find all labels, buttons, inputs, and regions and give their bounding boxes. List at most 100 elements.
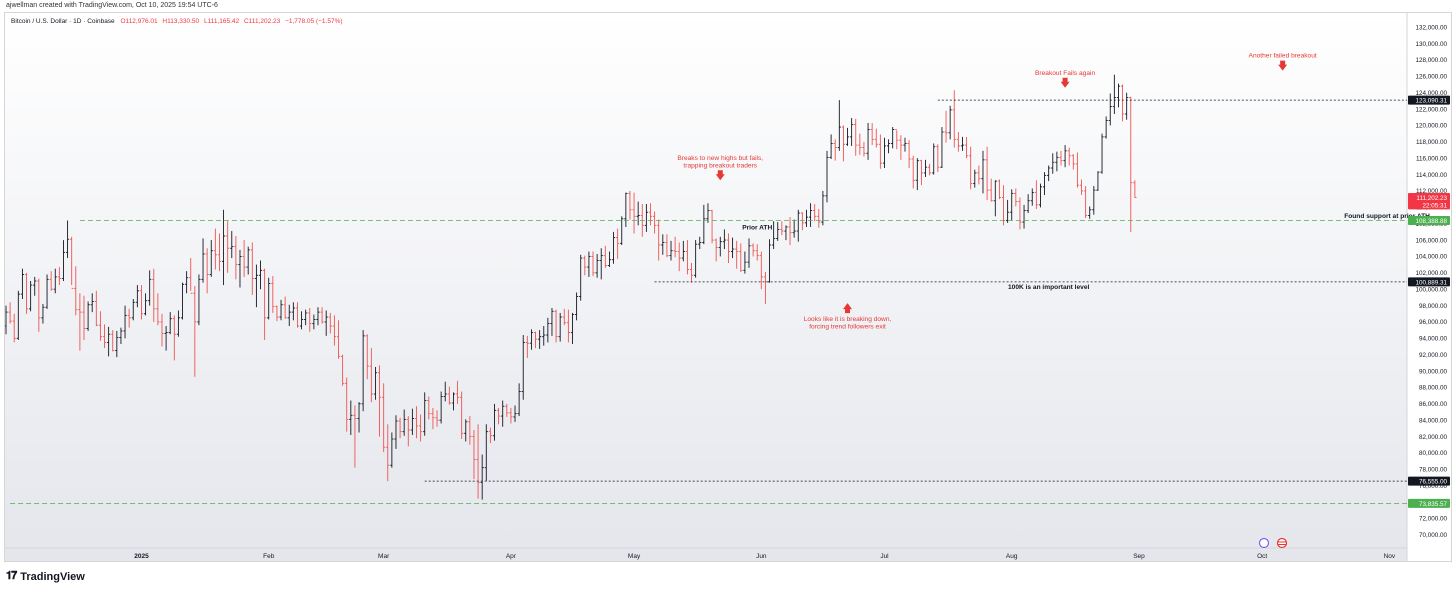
ohlc-bar (685, 240, 690, 275)
ohlc-bar (111, 330, 115, 352)
ohlc-bar (12, 313, 16, 343)
ohlc-bar (1108, 93, 1112, 126)
ohlc-bar (357, 402, 361, 433)
ohlc-bar (451, 392, 456, 411)
ohlc-bar (973, 169, 977, 188)
y-tick-label: 102,000.00 (1415, 270, 1447, 277)
ohlc-bar (570, 312, 575, 345)
ohlc-bar (295, 302, 300, 328)
ohlc-bar (726, 233, 731, 263)
ohlc-bar (1088, 206, 1092, 219)
ohlc-bar (127, 308, 131, 328)
ohlc-bar (878, 134, 882, 169)
svg-text:Bitcoin / U.S. Dollar · 1D · C: Bitcoin / U.S. Dollar · 1D · Coinbase O1… (11, 18, 343, 25)
price-label-text: 73,835.57 (1419, 501, 1448, 508)
y-tick-label: 86,000.00 (1419, 401, 1448, 408)
ohlc-bar (505, 403, 509, 417)
dividend-event-icon[interactable] (1258, 537, 1270, 549)
horizontal-levels (10, 99, 1407, 504)
ohlc-bar (735, 240, 739, 269)
price-label-text: 76,555.00 (1419, 479, 1448, 486)
ohlc-bar (759, 251, 763, 290)
ohlc-bar (119, 327, 123, 345)
ohlc-bar (20, 268, 25, 300)
ohlc-bar (1047, 165, 1051, 182)
ohlc-bar (566, 309, 570, 343)
chart-frame[interactable]: Breaks to new highs but fails, trapping b… (4, 12, 1452, 562)
ohlc-bar (193, 285, 197, 377)
ohlc-bar (419, 414, 423, 442)
ohlc-bar (755, 244, 759, 261)
ohlc-bar (377, 365, 382, 437)
ohlc-bar (180, 282, 185, 320)
ohlc-bar (312, 314, 316, 330)
ohlc-bar (993, 180, 997, 217)
ohlc-bar (41, 303, 45, 324)
ohlc-bar (107, 326, 111, 357)
ohlc-bar (669, 240, 673, 261)
ohlc-bar (131, 299, 135, 321)
ohlc-bar (837, 100, 841, 151)
ohlc-bar (410, 408, 414, 435)
price-label: 22:05:31 (1408, 200, 1450, 210)
y-tick-label: 76,000.00 (1419, 483, 1448, 490)
ohlc-bar (644, 204, 648, 232)
ohlc-bar (689, 262, 694, 283)
ohlc-bar (558, 312, 562, 342)
ohlc-bar (472, 430, 476, 480)
ohlc-bar (152, 268, 156, 322)
ohlc-bar (1006, 199, 1010, 223)
ohlc-bar (1120, 84, 1125, 122)
y-tick-label: 118,000.00 (1416, 139, 1448, 146)
ohlc-bar (86, 301, 90, 331)
us-flag-event-icon[interactable] (1276, 537, 1288, 549)
ohlc-bar (739, 243, 743, 272)
ohlc-high: H113,330.50 (162, 18, 199, 25)
annotation: Breakout Fails again (1035, 70, 1095, 88)
ohlc-bar (341, 354, 345, 386)
annotation-text: trapping breakout traders (683, 162, 757, 169)
y-tick-label: 104,000.00 (1415, 254, 1447, 261)
ohlc-bar (891, 127, 895, 149)
ohlc-bar (443, 381, 447, 402)
ohlc-bar (29, 281, 33, 312)
ohlc-bar (661, 234, 665, 255)
ohlc-bar (546, 317, 550, 343)
annotation: Prior ATH (742, 224, 772, 231)
annotations: Breaks to new highs but fails,trapping b… (677, 53, 1430, 331)
ohlc-bar (538, 330, 542, 349)
y-tick-label: 96,000.00 (1419, 319, 1448, 326)
ohlc-bar (1129, 96, 1133, 232)
price-label-text: 22:05:31 (1422, 202, 1447, 209)
event-icons[interactable] (1258, 537, 1288, 549)
ohlc-bar (862, 141, 866, 157)
ohlc-bars (5, 74, 1137, 500)
ohlc-bar (382, 383, 386, 453)
ohlc-bar (476, 424, 480, 499)
ohlc-bar (517, 383, 521, 417)
ohlc-bar (854, 118, 858, 156)
ohlc-bar (1051, 153, 1055, 174)
ohlc-bar (899, 135, 903, 160)
y-tick-label: 120,000.00 (1415, 123, 1447, 130)
ohlc-bar (607, 251, 612, 268)
ohlc-bar (936, 144, 940, 173)
ohlc-bar (636, 201, 640, 226)
ohlc-bar (813, 204, 817, 222)
x-tick-label: Nov (1384, 553, 1396, 560)
annotation: Looks like it is breaking down,forcing t… (804, 303, 891, 331)
annotation: Breaks to new highs but fails,trapping b… (677, 155, 763, 181)
ohlc-bar (911, 155, 915, 189)
annotation-text: Prior ATH (742, 224, 772, 231)
ohlc-bar (960, 136, 965, 151)
price-chart[interactable]: Breaks to new highs but fails,trapping b… (5, 13, 1451, 561)
ohlc-bar (24, 272, 29, 314)
ohlc-bar (870, 122, 874, 146)
tradingview-logo[interactable]: 𝟏𝟕 TradingView (6, 570, 85, 583)
ohlc-bar (702, 204, 706, 245)
ohlc-bar (439, 391, 443, 424)
ohlc-bar (743, 251, 747, 274)
ohlc-bar (139, 285, 144, 320)
ohlc-bar (275, 305, 279, 322)
